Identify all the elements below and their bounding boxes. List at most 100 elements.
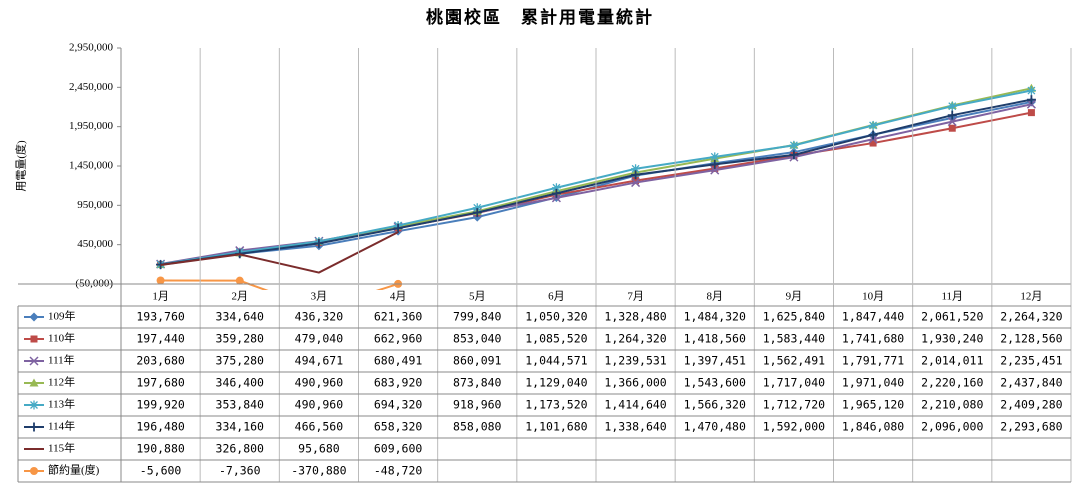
y-tick-label: 1,450,000 bbox=[69, 160, 114, 172]
table-cell: 436,320 bbox=[295, 310, 344, 324]
table-cell: 1,414,640 bbox=[604, 398, 666, 412]
table-cell: 203,680 bbox=[136, 354, 185, 368]
x-tick-label: 2月 bbox=[232, 291, 249, 303]
table-cell: 2,014,011 bbox=[921, 354, 983, 368]
table-cell: 359,280 bbox=[216, 332, 265, 346]
table-cell: 196,480 bbox=[136, 420, 185, 434]
table-cell: 1,741,680 bbox=[842, 332, 904, 346]
marker bbox=[1026, 86, 1036, 96]
legend-label: 112年 bbox=[48, 375, 75, 389]
table-cell: 1,239,531 bbox=[604, 354, 666, 368]
table-cell: 1,543,600 bbox=[684, 376, 746, 390]
marker bbox=[393, 223, 403, 233]
table-cell: 466,560 bbox=[295, 420, 344, 434]
table-cell: 1,484,320 bbox=[684, 310, 746, 324]
table-cell: 1,328,480 bbox=[604, 310, 666, 324]
x-tick-label: 10月 bbox=[862, 291, 884, 303]
table-cell: 609,600 bbox=[374, 442, 423, 456]
table-cell: 1,101,680 bbox=[525, 420, 587, 434]
table-cell: 1,583,440 bbox=[763, 332, 825, 346]
table-cell: 334,160 bbox=[216, 420, 265, 434]
y-axis-label: 用電量(度) bbox=[14, 140, 28, 192]
table-cell: 334,640 bbox=[216, 310, 265, 324]
table-cell: 918,960 bbox=[453, 398, 502, 412]
table-cell: 658,320 bbox=[374, 420, 423, 434]
table-cell: 490,960 bbox=[295, 398, 344, 412]
table-cell: 197,440 bbox=[136, 332, 185, 346]
marker bbox=[29, 422, 39, 432]
legend-label: 109年 bbox=[48, 309, 76, 323]
x-tick-label: 12月 bbox=[1020, 291, 1042, 303]
marker bbox=[551, 188, 561, 198]
x-tick-label: 11月 bbox=[941, 291, 963, 303]
table-cell: 799,840 bbox=[453, 310, 502, 324]
marker bbox=[789, 140, 799, 150]
table-cell: 1,129,040 bbox=[525, 376, 587, 390]
table-cell: 694,320 bbox=[374, 398, 423, 412]
table-cell: 197,680 bbox=[136, 376, 185, 390]
marker bbox=[710, 165, 720, 175]
x-tick-label: 1月 bbox=[152, 291, 169, 303]
table-cell: 860,091 bbox=[453, 354, 502, 368]
table-cell: 2,264,320 bbox=[1000, 310, 1062, 324]
y-tick-label: 2,450,000 bbox=[69, 81, 114, 93]
table-cell: 858,080 bbox=[453, 420, 502, 434]
table-cell: 1,625,840 bbox=[763, 310, 825, 324]
y-tick-label: 2,950,000 bbox=[69, 42, 114, 54]
table-cell: 1,044,571 bbox=[525, 354, 587, 368]
x-tick-label: 5月 bbox=[469, 291, 486, 303]
chart-title: 桃園校區 累計用電量統計 bbox=[426, 7, 654, 27]
marker bbox=[156, 276, 165, 285]
y-tick-label: 450,000 bbox=[77, 238, 113, 250]
marker bbox=[868, 130, 878, 140]
table-cell: 2,235,451 bbox=[1000, 354, 1062, 368]
table-cell: 193,760 bbox=[136, 310, 185, 324]
table-cell: 2,210,080 bbox=[921, 398, 983, 412]
table-cell: 494,671 bbox=[295, 354, 344, 368]
legend-label: 115年 bbox=[48, 441, 75, 455]
legend-label: 節約量(度) bbox=[48, 463, 100, 477]
legend-label: 114年 bbox=[48, 419, 75, 433]
marker bbox=[789, 150, 799, 160]
legend-label: 110年 bbox=[48, 331, 75, 345]
marker bbox=[1026, 99, 1036, 109]
table-cell: 375,280 bbox=[216, 354, 265, 368]
legend-label: 113年 bbox=[48, 397, 75, 411]
marker bbox=[235, 276, 244, 285]
table-cell: 1,712,720 bbox=[763, 398, 825, 412]
marker bbox=[29, 356, 39, 366]
table-cell: 1,418,560 bbox=[684, 332, 746, 346]
table-cell: 1,050,320 bbox=[525, 310, 587, 324]
marker bbox=[869, 139, 877, 147]
table-cell: 873,840 bbox=[453, 376, 502, 390]
marker bbox=[710, 152, 720, 162]
marker bbox=[631, 164, 641, 174]
table-cell: 1,847,440 bbox=[842, 310, 904, 324]
marker bbox=[948, 124, 956, 132]
table-cell: 2,128,560 bbox=[1000, 332, 1062, 346]
table-cell: 190,880 bbox=[136, 442, 185, 456]
table-cell: 1,717,040 bbox=[763, 376, 825, 390]
table-cell: 1,566,320 bbox=[684, 398, 746, 412]
table-cell: 1,562,491 bbox=[763, 354, 825, 368]
table-cell: 1,173,520 bbox=[525, 398, 587, 412]
table-cell: 1,930,240 bbox=[921, 332, 983, 346]
x-tick-label: 3月 bbox=[311, 291, 328, 303]
table-cell: 1,965,120 bbox=[842, 398, 904, 412]
marker bbox=[29, 312, 39, 322]
table-cell: 680,491 bbox=[374, 354, 423, 368]
table-cell: 1,470,480 bbox=[684, 420, 746, 434]
table-cell: 346,400 bbox=[216, 376, 265, 390]
table-cell: 2,061,520 bbox=[921, 310, 983, 324]
table-cell: 1,846,080 bbox=[842, 420, 904, 434]
y-tick-label: 950,000 bbox=[77, 199, 113, 211]
table-cell: 2,437,840 bbox=[1000, 376, 1062, 390]
table-cell: 2,220,160 bbox=[921, 376, 983, 390]
table-cell: 1,971,040 bbox=[842, 376, 904, 390]
table-cell: 2,409,280 bbox=[1000, 398, 1062, 412]
marker bbox=[710, 159, 720, 169]
table-cell: 1,338,640 bbox=[604, 420, 666, 434]
table-cell: 662,960 bbox=[374, 332, 423, 346]
